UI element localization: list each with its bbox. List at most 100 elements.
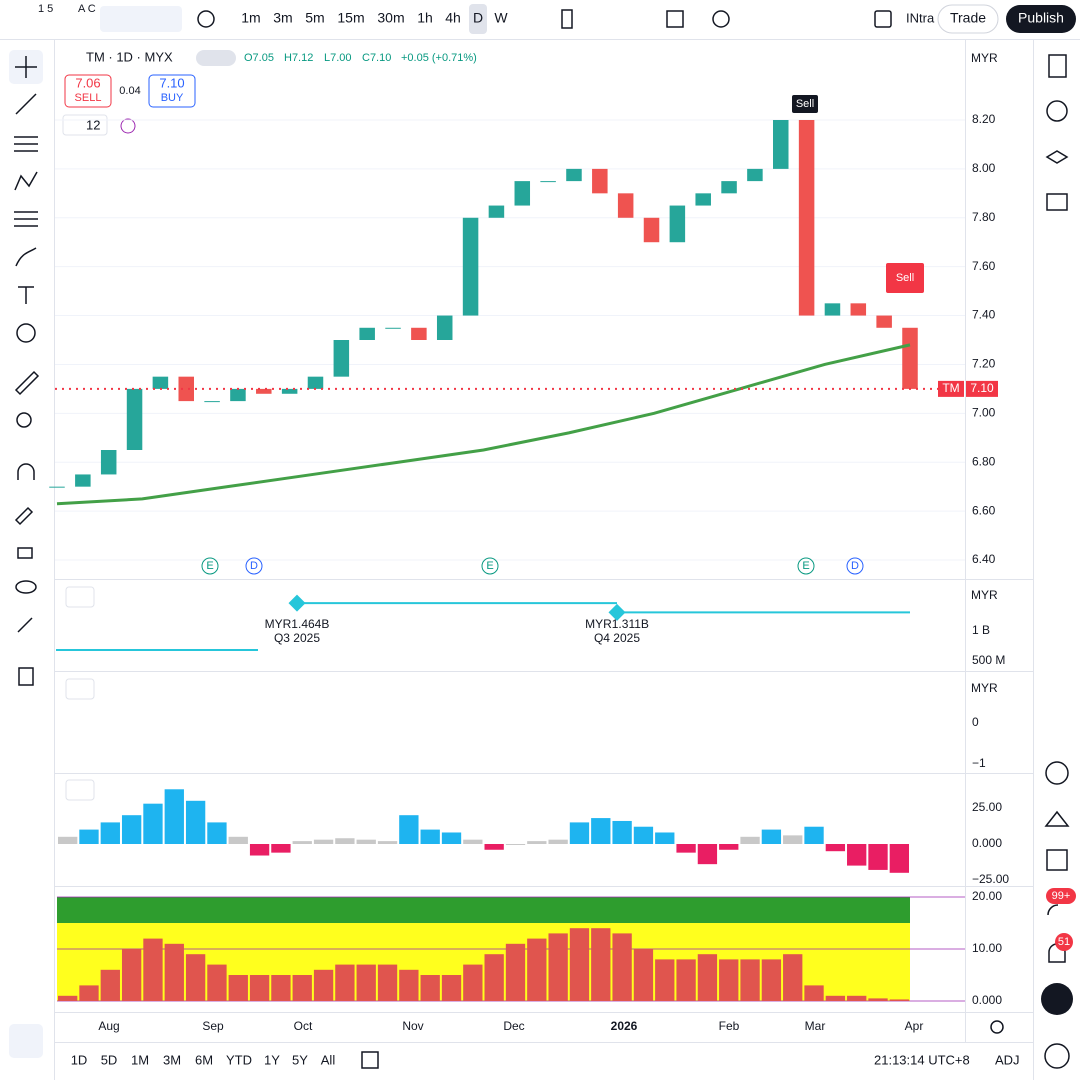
pane-toggle[interactable] bbox=[65, 586, 95, 608]
range-button[interactable]: YTD bbox=[226, 1052, 252, 1067]
sell-price[interactable]: 7.06 bbox=[75, 75, 100, 90]
logo-text: A C bbox=[78, 3, 96, 15]
alerts-button[interactable] bbox=[1046, 100, 1068, 122]
candle bbox=[204, 401, 220, 403]
currency-label[interactable]: MYR bbox=[971, 588, 998, 602]
candle bbox=[49, 486, 65, 488]
buy-label[interactable]: BUY bbox=[161, 92, 184, 104]
calendar-button[interactable] bbox=[1046, 849, 1068, 871]
interval-button[interactable]: 3m bbox=[273, 10, 292, 26]
help-button[interactable] bbox=[1044, 1043, 1070, 1069]
histogram-bar bbox=[505, 844, 526, 845]
candle bbox=[230, 388, 246, 402]
histogram-bar bbox=[143, 803, 163, 844]
interval-button[interactable]: 5m bbox=[305, 10, 324, 26]
strength-bar bbox=[463, 964, 483, 1001]
interval-button[interactable]: 1m bbox=[241, 10, 260, 26]
interval-button[interactable]: 1h bbox=[417, 10, 433, 26]
trade-label[interactable]: Trade bbox=[950, 10, 986, 26]
magnet-tool[interactable] bbox=[17, 463, 35, 480]
strength-top-band bbox=[57, 897, 910, 923]
currency-label[interactable]: MYR bbox=[971, 681, 998, 695]
news-button[interactable] bbox=[1047, 904, 1059, 916]
compare-button[interactable] bbox=[197, 10, 215, 28]
interval-button[interactable]: 4h bbox=[445, 10, 461, 26]
layers-button[interactable] bbox=[1045, 150, 1069, 164]
histogram-bar bbox=[719, 844, 739, 850]
range-button[interactable]: 5Y bbox=[292, 1052, 308, 1067]
buy-button[interactable] bbox=[148, 74, 196, 108]
range-button[interactable]: 6M bbox=[195, 1052, 213, 1067]
signal-label: Sell bbox=[796, 98, 814, 110]
pattern-tool[interactable] bbox=[14, 171, 38, 191]
interval-button[interactable]: 15m bbox=[337, 10, 364, 26]
adj-toggle[interactable]: ADJ bbox=[995, 1052, 1020, 1067]
watchlist-button[interactable] bbox=[1048, 54, 1067, 78]
date-range-button[interactable] bbox=[361, 1051, 379, 1069]
ruler-tool[interactable] bbox=[14, 370, 40, 396]
interval-button[interactable]: W bbox=[494, 10, 508, 26]
candle bbox=[617, 193, 634, 218]
trade-button[interactable] bbox=[937, 4, 999, 34]
histogram-bar bbox=[79, 829, 99, 844]
histogram-bar bbox=[463, 839, 483, 844]
strength-bar bbox=[207, 964, 227, 1001]
delete-tool[interactable] bbox=[18, 667, 34, 686]
fib-tool[interactable] bbox=[14, 136, 38, 152]
visibility-tool[interactable] bbox=[15, 580, 37, 594]
logo-text: 1 5 bbox=[38, 3, 53, 15]
symbol-search[interactable] bbox=[100, 6, 182, 32]
lock-tool[interactable] bbox=[17, 547, 33, 559]
reload-icon[interactable] bbox=[120, 118, 136, 134]
pane-toggle[interactable] bbox=[65, 779, 95, 801]
scripts-button[interactable] bbox=[1044, 810, 1070, 827]
chat-button[interactable] bbox=[1046, 193, 1068, 211]
histogram-bar bbox=[804, 826, 824, 844]
publish-button[interactable] bbox=[1006, 5, 1076, 33]
strength-bar bbox=[335, 964, 355, 1001]
chart-type-button[interactable] bbox=[561, 9, 573, 29]
range-button[interactable]: 1D bbox=[71, 1052, 88, 1067]
emoji-tool[interactable] bbox=[16, 323, 36, 343]
candle bbox=[126, 388, 143, 450]
earnings-quarter: Q3 2025 bbox=[274, 631, 320, 645]
indicator-count[interactable]: 12 bbox=[86, 117, 100, 132]
layout-button[interactable] bbox=[666, 10, 684, 28]
sell-button[interactable] bbox=[64, 74, 112, 108]
alert-button[interactable] bbox=[712, 10, 730, 28]
event-label: D bbox=[851, 560, 859, 572]
fullscreen-button[interactable] bbox=[874, 10, 892, 28]
forecast-tool[interactable] bbox=[14, 211, 38, 227]
range-button[interactable]: 1M bbox=[131, 1052, 149, 1067]
indicator-search[interactable]: INtra bbox=[906, 10, 935, 25]
y-tick-label: 7.40 bbox=[972, 308, 996, 322]
currency-label[interactable]: MYR bbox=[971, 51, 998, 65]
strength-bar bbox=[79, 985, 99, 1001]
link-tool[interactable] bbox=[17, 617, 33, 633]
range-button[interactable]: 3M bbox=[163, 1052, 181, 1067]
histogram-bar bbox=[249, 844, 270, 856]
publish-label[interactable]: Publish bbox=[1018, 10, 1064, 26]
axis-settings[interactable] bbox=[990, 1020, 1004, 1034]
trendline-tool[interactable] bbox=[15, 93, 37, 115]
sell-label[interactable]: SELL bbox=[75, 92, 102, 104]
text-tool[interactable] bbox=[18, 286, 34, 304]
strength-bar bbox=[868, 998, 888, 1001]
interval-button[interactable]: 30m bbox=[377, 10, 404, 26]
draw-lock-tool[interactable] bbox=[14, 506, 34, 526]
watchlist-star[interactable] bbox=[9, 1024, 43, 1058]
strength-bar bbox=[591, 928, 611, 1001]
interval-button[interactable]: D bbox=[473, 10, 483, 26]
y-tick-label: −25.00 bbox=[972, 872, 1009, 886]
ideas-button[interactable] bbox=[1045, 761, 1069, 785]
histogram-bar bbox=[271, 844, 291, 853]
range-button[interactable]: 5D bbox=[101, 1052, 118, 1067]
range-button[interactable]: 1Y bbox=[264, 1052, 280, 1067]
apps-button[interactable] bbox=[1041, 983, 1073, 1015]
brush-tool[interactable] bbox=[15, 247, 37, 267]
pane-toggle[interactable] bbox=[65, 678, 95, 700]
buy-price[interactable]: 7.10 bbox=[159, 75, 184, 90]
range-button[interactable]: All bbox=[321, 1052, 336, 1067]
symbol-name[interactable]: TM · 1D · MYX bbox=[86, 49, 173, 64]
zoom-tool[interactable] bbox=[16, 412, 32, 428]
